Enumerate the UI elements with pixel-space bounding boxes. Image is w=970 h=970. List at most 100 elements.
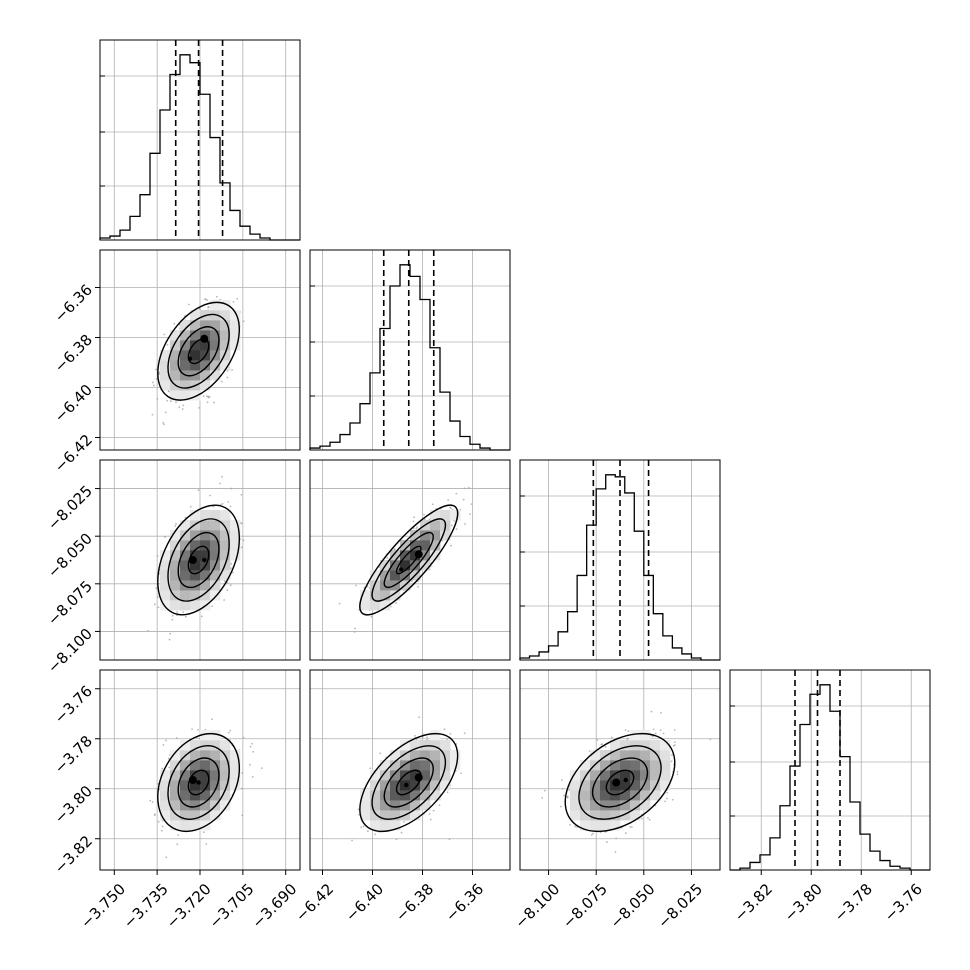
sample-point	[629, 826, 632, 828]
sample-point	[443, 728, 446, 731]
density-cell	[430, 510, 441, 521]
panel-frame	[99, 459, 301, 661]
sample-point	[213, 401, 215, 404]
density-cell	[190, 540, 201, 551]
sample-point	[152, 381, 154, 384]
sample-point	[168, 390, 170, 393]
y-tick-label: −6.40	[51, 381, 96, 426]
sample-point	[362, 825, 365, 828]
density-cell	[360, 590, 371, 601]
y-tick-label: −6.38	[51, 331, 96, 376]
sample-point	[241, 814, 244, 817]
sample-point	[169, 632, 172, 635]
panel-content	[149, 718, 263, 859]
sample-point	[566, 796, 569, 799]
density-cell	[200, 820, 211, 831]
sample-point	[421, 733, 424, 735]
sample-point	[395, 602, 397, 604]
sample-point	[393, 548, 396, 550]
sample-point	[666, 791, 669, 794]
density-cell	[220, 520, 231, 531]
density-cell	[210, 320, 221, 331]
sample-point	[168, 638, 171, 641]
sample-point	[446, 791, 449, 794]
x-tick-label: −6.40	[342, 880, 387, 925]
sample-point	[241, 772, 244, 774]
density-cell	[210, 730, 221, 741]
density-cell	[440, 740, 451, 751]
density-cell	[600, 790, 611, 801]
density-cell	[570, 790, 581, 801]
density-cell	[170, 350, 181, 361]
sample-point	[223, 580, 226, 583]
density-peak	[399, 567, 404, 572]
density-cell	[200, 550, 211, 561]
sample-point	[156, 596, 159, 599]
density-cell	[600, 800, 611, 811]
density-cell	[160, 360, 171, 371]
sample-point	[182, 611, 185, 614]
sample-point	[624, 729, 627, 731]
x-tick-label: −6.36	[442, 880, 487, 925]
panel-frame	[309, 459, 511, 661]
density-cell	[220, 790, 231, 801]
histogram-step-line	[730, 684, 930, 871]
sample-point	[709, 738, 712, 741]
sample-point	[412, 527, 415, 530]
density-cell	[590, 770, 601, 781]
sample-point	[453, 519, 455, 522]
density-cell	[220, 360, 231, 371]
sample-point	[627, 730, 630, 733]
sample-point	[660, 711, 662, 714]
sample-point	[374, 833, 377, 836]
density-cell	[370, 780, 381, 791]
density-cell	[210, 340, 221, 351]
density-cell	[210, 530, 221, 541]
density-cell	[410, 760, 421, 771]
density-cell	[230, 780, 241, 791]
sample-point	[166, 399, 169, 402]
density-cell	[420, 530, 431, 541]
sample-point	[432, 809, 435, 812]
diagonal-panel-frame	[729, 669, 931, 871]
sample-point	[229, 729, 232, 732]
sample-point	[206, 401, 209, 404]
sample-point	[211, 605, 214, 608]
sample-point	[559, 805, 562, 808]
density-cell	[590, 780, 601, 791]
density-cell	[570, 770, 581, 781]
sample-point	[209, 494, 212, 497]
density-cell	[160, 570, 171, 581]
density-cell	[210, 510, 221, 521]
sample-point	[249, 763, 251, 766]
density-cell	[180, 590, 191, 601]
contour-line	[383, 757, 434, 808]
density-cell	[390, 550, 401, 561]
density-cell	[230, 320, 241, 331]
sample-point	[351, 839, 353, 842]
sample-point	[197, 728, 199, 731]
density-cell	[580, 770, 591, 781]
density-cell	[200, 360, 211, 371]
sample-point	[470, 503, 473, 506]
density-cell	[440, 750, 451, 761]
sample-point	[354, 627, 356, 630]
density-cell	[220, 800, 231, 811]
sample-point	[207, 306, 210, 308]
sample-point	[366, 585, 369, 588]
density-cell	[440, 510, 451, 521]
y-tick-label: −8.100	[44, 625, 96, 677]
sample-point	[163, 423, 165, 426]
density-cell	[210, 370, 221, 381]
density-cell	[190, 320, 201, 331]
sample-point	[673, 741, 676, 743]
density-cell	[430, 540, 441, 551]
density-cell	[440, 530, 451, 541]
density-cell	[360, 600, 371, 611]
sample-point	[167, 757, 170, 760]
density-cell	[620, 760, 631, 771]
x-tick-label: −3.80	[781, 880, 826, 925]
contour-line	[578, 745, 662, 820]
density-cell	[390, 800, 401, 811]
density-cell	[200, 320, 211, 331]
